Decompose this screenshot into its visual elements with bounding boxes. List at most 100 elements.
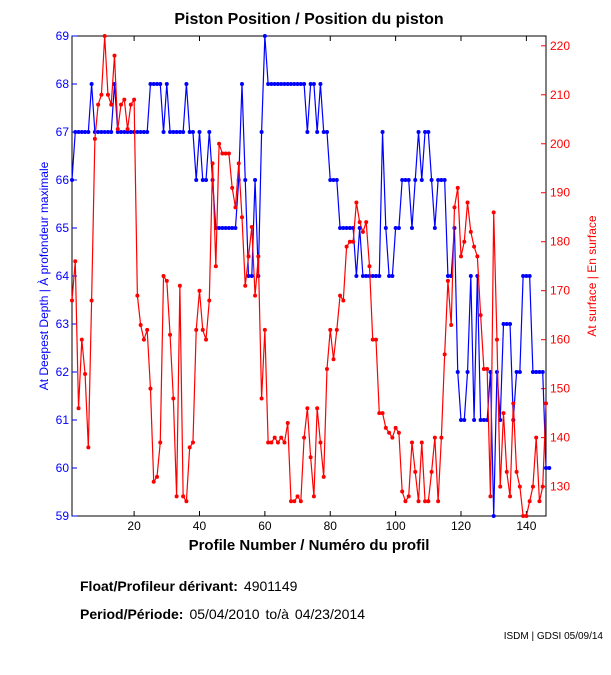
surface-data-point xyxy=(302,435,307,440)
surface-data-point xyxy=(436,499,441,504)
surface-data-point xyxy=(187,445,192,450)
surface-data-point xyxy=(272,435,277,440)
surface-data-point xyxy=(449,322,454,327)
surface-data-point xyxy=(174,494,179,499)
deepest-depth-data-point xyxy=(266,82,271,86)
surface-data-point xyxy=(86,445,91,450)
surface-data-point xyxy=(354,200,359,205)
deepest-depth-data-point xyxy=(207,130,212,134)
deepest-depth-data-point xyxy=(190,130,195,134)
deepest-depth-data-point xyxy=(517,370,522,374)
surface-data-point xyxy=(501,411,506,416)
deepest-depth-data-point xyxy=(426,130,431,134)
y-left-tick-label: 69 xyxy=(56,29,70,43)
x-tick-label: 80 xyxy=(324,519,338,533)
surface-data-point xyxy=(439,435,444,440)
surface-data-point xyxy=(168,332,173,337)
deepest-depth-data-point xyxy=(184,82,189,86)
deepest-depth-data-point xyxy=(481,418,486,422)
surface-data-point xyxy=(289,499,294,504)
surface-data-point xyxy=(341,298,346,303)
deepest-depth-data-point xyxy=(279,82,284,86)
surface-data-point xyxy=(455,185,460,190)
surface-data-point xyxy=(462,239,467,244)
deepest-depth-data-point xyxy=(478,418,483,422)
chart-title: Piston Position / Position du piston xyxy=(174,11,443,28)
deepest-depth-data-point xyxy=(390,274,395,278)
period-sep: to/à xyxy=(265,606,289,622)
deepest-depth-data-point xyxy=(383,226,388,230)
deepest-depth-data-point xyxy=(230,226,235,230)
surface-data-point xyxy=(181,494,186,499)
surface-data-point xyxy=(210,161,215,166)
surface-data-point xyxy=(517,484,522,489)
surface-data-point xyxy=(135,293,140,298)
deepest-depth-data-point xyxy=(377,274,382,278)
surface-data-point xyxy=(236,161,241,166)
deepest-depth-data-point xyxy=(79,130,84,134)
deepest-depth-data-point xyxy=(315,130,320,134)
deepest-depth-data-point xyxy=(419,178,424,182)
surface-data-point xyxy=(311,494,316,499)
deepest-depth-data-point xyxy=(472,418,477,422)
surface-data-point xyxy=(266,440,271,445)
surface-data-point xyxy=(249,225,254,230)
deepest-depth-data-point xyxy=(409,226,414,230)
surface-data-point xyxy=(197,288,202,293)
surface-data-point xyxy=(413,469,418,474)
credit-text: ISDM | GDSI 05/09/14 xyxy=(503,631,603,642)
deepest-depth-data-point xyxy=(462,418,467,422)
deepest-depth-data-point xyxy=(416,130,421,134)
surface-data-point xyxy=(220,151,225,156)
surface-data-point xyxy=(521,514,526,518)
surface-data-point xyxy=(279,435,284,440)
surface-data-point xyxy=(406,494,411,499)
surface-data-point xyxy=(472,244,477,249)
surface-data-point xyxy=(504,469,509,474)
deepest-depth-data-point xyxy=(360,274,365,278)
y-left-tick-label: 62 xyxy=(56,365,70,379)
deepest-depth-data-point xyxy=(364,274,369,278)
deepest-depth-data-point xyxy=(537,370,542,374)
deepest-depth-data-point xyxy=(429,178,434,182)
deepest-depth-data-point xyxy=(220,226,225,230)
deepest-depth-data-point xyxy=(174,130,179,134)
surface-data-point xyxy=(308,455,313,460)
deepest-depth-data-point xyxy=(302,82,307,86)
deepest-depth-data-point xyxy=(504,322,509,326)
deepest-depth-data-point xyxy=(406,178,411,182)
deepest-depth-data-point xyxy=(514,370,519,374)
deepest-depth-data-point xyxy=(501,322,506,326)
surface-data-point xyxy=(403,499,408,504)
deepest-depth-data-point xyxy=(145,130,150,134)
deepest-depth-data-point xyxy=(311,82,316,86)
deepest-depth-data-point xyxy=(459,418,464,422)
deepest-depth-data-point xyxy=(154,82,159,86)
surface-data-point xyxy=(383,425,388,430)
surface-data-point xyxy=(99,92,104,97)
deepest-depth-data-point xyxy=(282,82,287,86)
surface-data-point xyxy=(328,327,333,332)
float-label: Float/Profileur dérivant: xyxy=(80,578,238,594)
surface-data-point xyxy=(239,215,244,220)
surface-data-point xyxy=(102,34,107,38)
surface-data-point xyxy=(360,229,365,234)
deepest-depth-data-point xyxy=(439,178,444,182)
deepest-depth-data-point xyxy=(161,130,166,134)
surface-data-point xyxy=(112,53,117,58)
surface-data-point xyxy=(465,200,470,205)
deepest-depth-data-point xyxy=(171,130,176,134)
deepest-depth-data-point xyxy=(151,82,156,86)
surface-data-point xyxy=(292,499,297,504)
surface-data-point xyxy=(132,97,137,102)
x-tick-label: 20 xyxy=(127,519,141,533)
surface-data-point xyxy=(459,254,464,259)
surface-data-point xyxy=(226,151,231,156)
surface-data-point xyxy=(253,293,258,298)
deepest-depth-data-point xyxy=(298,82,303,86)
surface-data-point xyxy=(374,337,379,342)
y-left-tick-label: 60 xyxy=(56,461,70,475)
surface-data-point xyxy=(161,274,166,278)
y-axis-right-label: At surface | En surface xyxy=(585,215,599,336)
deepest-depth-data-point xyxy=(253,178,258,182)
